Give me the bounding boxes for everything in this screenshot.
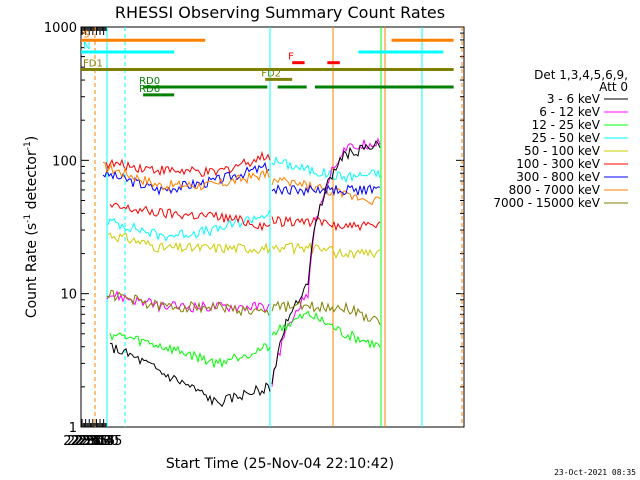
y-tick-label: 10 [60,288,77,303]
y-axis-label-sup: -1 [23,214,33,223]
series-line [107,232,271,255]
x-tick-label: 23:15 [78,434,115,449]
series-line [271,215,381,232]
y-axis-label-sup: -1 [23,141,33,150]
legend-label: 100 - 300 keV [516,157,600,171]
series-line [109,342,271,408]
x-tick-label: 22:30 [67,434,104,449]
series-line [105,150,271,178]
legend-label: 50 - 100 keV [524,144,601,158]
series-line [102,161,270,196]
x-tick-label: 23:45 [85,434,122,449]
legend-label: 7000 - 15000 keV [493,196,600,210]
series-line [271,155,381,184]
x-axis-label: Start Time (25-Nov-04 22:10:42) [166,456,394,472]
series-line [271,300,381,325]
legend-label: 6 - 12 keV [539,105,601,119]
series-line [271,140,381,384]
series-line [109,332,271,369]
legend-label: 12 - 25 keV [532,118,601,132]
chart-title: RHESSI Observing Summary Count Rates [115,3,445,22]
legend-label: 3 - 6 keV [547,92,601,106]
y-tick-label: 1 [69,421,77,436]
series-line [109,202,271,232]
series-line [102,162,270,192]
vertical-markers [94,27,463,427]
flag-bar-label: FD2 [261,68,281,79]
series-lines [102,137,381,408]
series-line [271,310,381,349]
plot-frame [80,26,465,428]
flag-bar-label: RD6 [139,84,160,95]
footer-date: 23-Oct-2021 08:35 [554,468,636,477]
flag-bar-label: N [83,41,90,52]
series-line [271,241,381,260]
legend-header-line-1: Det 1,3,4,5,6,9, [534,68,628,82]
x-tick-label: 23:30 [81,434,118,449]
flag-bar-label: F [288,52,294,63]
legend-label: 300 - 800 keV [516,170,600,184]
y-tick-label: 100 [52,154,77,169]
y-axis-label-part: detector [24,150,40,214]
legend-label: 800 - 7000 keV [509,183,601,197]
x-tick-label: 22:45 [70,434,107,449]
series-line [106,290,270,313]
legend-label: 25 - 50 keV [532,131,601,145]
series-line [271,184,381,197]
x-tick-label: 22:15 [63,434,100,449]
axis-ticks: 1 10 100 1000 22:1522:3022:4523:0023:1523:30… [44,21,464,449]
flag-bar-label: S [83,29,89,40]
flag-bar-label: RD0 [139,76,160,87]
y-tick-label: 1000 [44,21,77,36]
legend-header-line-2: Att 0 [599,80,628,94]
y-axis-label-part: Count Rate (s [24,223,40,318]
series-line [271,176,381,206]
y-axis-label-part: ) [24,136,40,141]
x-tick-label: 23:00 [74,434,111,449]
series-line [106,289,270,317]
flag-bar-label: FD1 [83,59,103,70]
y-axis-label: Count Rate (s-1 detector-1) [23,136,40,318]
